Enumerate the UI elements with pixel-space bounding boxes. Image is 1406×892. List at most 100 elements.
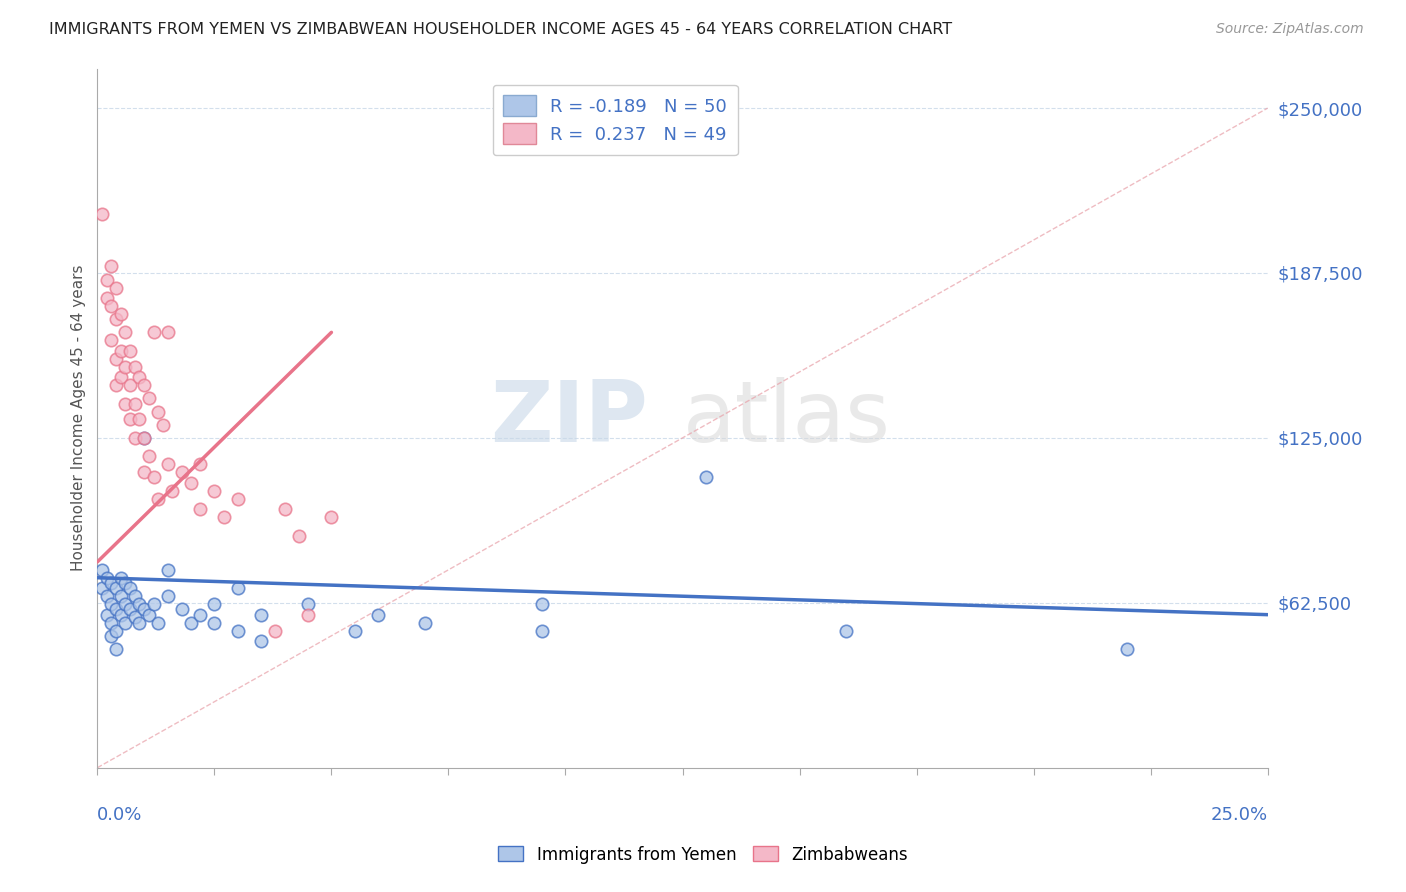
- Point: [120, 378, 142, 392]
- Point: [114, 597, 136, 611]
- Point: [226, 491, 249, 506]
- Point: [100, 615, 122, 630]
- Point: [110, 589, 132, 603]
- Point: [297, 597, 319, 611]
- Point: [124, 431, 146, 445]
- Point: [128, 615, 150, 630]
- Point: [250, 607, 273, 622]
- Point: [105, 280, 128, 294]
- Y-axis label: Householder Income Ages 45 - 64 years: Householder Income Ages 45 - 64 years: [72, 265, 86, 572]
- Point: [91, 206, 114, 220]
- Point: [148, 491, 170, 506]
- Point: [170, 602, 193, 616]
- Legend: R = -0.189   N = 50, R =  0.237   N = 49: R = -0.189 N = 50, R = 0.237 N = 49: [492, 85, 738, 155]
- Point: [148, 404, 170, 418]
- Point: [367, 607, 389, 622]
- Point: [142, 326, 165, 340]
- Point: [138, 607, 160, 622]
- Point: [105, 378, 128, 392]
- Point: [1116, 642, 1139, 657]
- Point: [120, 582, 142, 596]
- Text: Source: ZipAtlas.com: Source: ZipAtlas.com: [1216, 22, 1364, 37]
- Point: [96, 607, 118, 622]
- Point: [142, 470, 165, 484]
- Point: [413, 615, 436, 630]
- Point: [142, 597, 165, 611]
- Text: IMMIGRANTS FROM YEMEN VS ZIMBABWEAN HOUSEHOLDER INCOME AGES 45 - 64 YEARS CORREL: IMMIGRANTS FROM YEMEN VS ZIMBABWEAN HOUS…: [49, 22, 952, 37]
- Point: [91, 582, 114, 596]
- Point: [120, 602, 142, 616]
- Text: atlas: atlas: [682, 376, 890, 459]
- Point: [100, 333, 122, 347]
- Point: [134, 378, 156, 392]
- Point: [100, 299, 122, 313]
- Point: [114, 396, 136, 410]
- Legend: Immigrants from Yemen, Zimbabweans: Immigrants from Yemen, Zimbabweans: [492, 839, 914, 871]
- Point: [202, 597, 225, 611]
- Point: [156, 326, 179, 340]
- Point: [124, 610, 146, 624]
- Point: [96, 291, 118, 305]
- Point: [531, 597, 554, 611]
- Point: [114, 326, 136, 340]
- Point: [170, 465, 193, 479]
- Point: [105, 642, 128, 657]
- Point: [91, 563, 114, 577]
- Point: [124, 589, 146, 603]
- Point: [134, 602, 156, 616]
- Point: [156, 563, 179, 577]
- Point: [128, 370, 150, 384]
- Point: [124, 359, 146, 374]
- Point: [110, 571, 132, 585]
- Point: [105, 624, 128, 638]
- Point: [156, 457, 179, 471]
- Point: [105, 351, 128, 366]
- Point: [105, 582, 128, 596]
- Point: [202, 615, 225, 630]
- Point: [226, 582, 249, 596]
- Point: [105, 312, 128, 326]
- Point: [162, 483, 184, 498]
- Point: [273, 502, 295, 516]
- Point: [138, 450, 160, 464]
- Point: [120, 412, 142, 426]
- Point: [297, 607, 319, 622]
- Point: [105, 602, 128, 616]
- Point: [138, 392, 160, 406]
- Point: [96, 589, 118, 603]
- Point: [180, 615, 202, 630]
- Point: [110, 343, 132, 358]
- Point: [188, 607, 211, 622]
- Point: [110, 307, 132, 321]
- Point: [287, 528, 309, 542]
- Point: [124, 396, 146, 410]
- Point: [156, 589, 179, 603]
- Point: [128, 597, 150, 611]
- Point: [148, 615, 170, 630]
- Point: [188, 502, 211, 516]
- Point: [202, 483, 225, 498]
- Point: [100, 597, 122, 611]
- Text: 25.0%: 25.0%: [1211, 806, 1268, 824]
- Point: [114, 615, 136, 630]
- Point: [250, 634, 273, 648]
- Text: ZIP: ZIP: [489, 376, 647, 459]
- Point: [212, 510, 235, 524]
- Point: [110, 370, 132, 384]
- Point: [321, 510, 343, 524]
- Point: [695, 470, 717, 484]
- Point: [100, 260, 122, 274]
- Point: [343, 624, 366, 638]
- Point: [134, 465, 156, 479]
- Point: [128, 412, 150, 426]
- Point: [134, 431, 156, 445]
- Point: [134, 431, 156, 445]
- Point: [96, 571, 118, 585]
- Point: [264, 624, 287, 638]
- Text: 0.0%: 0.0%: [97, 806, 143, 824]
- Point: [100, 629, 122, 643]
- Point: [226, 624, 249, 638]
- Point: [180, 475, 202, 490]
- Point: [835, 624, 858, 638]
- Point: [96, 272, 118, 286]
